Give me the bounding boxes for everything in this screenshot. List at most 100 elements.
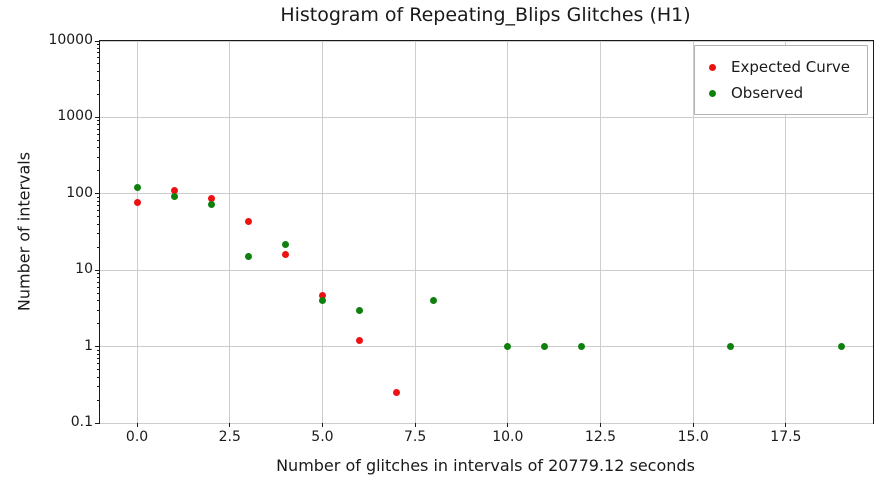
y-minor-tick-mark <box>97 120 99 122</box>
y-minor-tick-mark <box>97 349 99 351</box>
legend-item: Observed <box>701 80 861 106</box>
data-point-expected <box>356 337 364 345</box>
x-tick-label: 15.0 <box>677 429 709 445</box>
y-minor-tick-mark <box>97 369 99 371</box>
x-gridline <box>507 41 509 423</box>
y-minor-tick-mark <box>97 292 99 294</box>
legend: Expected Curve Observed <box>694 45 868 115</box>
x-gridline <box>692 41 694 423</box>
x-tick-label: 0.0 <box>125 429 149 445</box>
x-tick-mark <box>600 423 601 427</box>
y-minor-tick-mark <box>97 205 99 207</box>
y-minor-tick-mark <box>97 43 99 45</box>
x-tick-label: 12.5 <box>584 429 617 445</box>
y-minor-tick-mark <box>97 57 99 59</box>
data-point-observed <box>504 343 512 351</box>
legend-marker-icon <box>709 63 716 71</box>
data-point-observed <box>133 183 141 191</box>
y-minor-tick-mark <box>97 124 99 126</box>
y-minor-tick-mark <box>97 156 99 158</box>
y-minor-tick-mark <box>97 286 99 288</box>
data-point-observed <box>837 343 845 351</box>
y-minor-tick-mark <box>97 277 99 279</box>
y-minor-tick-mark <box>97 196 99 198</box>
x-tick-label: 10.0 <box>492 429 524 445</box>
y-minor-tick-mark <box>97 139 99 141</box>
y-minor-tick-mark <box>97 246 99 248</box>
x-gridline <box>414 41 416 423</box>
y-tick-mark <box>95 269 99 271</box>
data-point-observed <box>318 297 326 305</box>
data-point-expected <box>170 186 178 194</box>
x-gridline <box>785 41 787 423</box>
legend-item: Expected Curve <box>701 54 861 80</box>
y-minor-tick-mark <box>97 133 99 135</box>
y-gridline <box>100 346 873 348</box>
y-minor-tick-mark <box>97 300 99 302</box>
y-gridline <box>100 422 873 424</box>
y-tick-label: 100 <box>66 184 93 201</box>
data-point-observed <box>726 343 734 351</box>
data-point-observed <box>281 240 289 248</box>
y-minor-tick-mark <box>97 170 99 172</box>
data-point-observed <box>356 306 364 314</box>
legend-label: Observed <box>731 84 804 102</box>
y-minor-tick-mark <box>97 128 99 130</box>
y-minor-tick-mark <box>97 210 99 212</box>
x-gridline <box>321 41 323 423</box>
y-minor-tick-mark <box>97 223 99 225</box>
x-axis-label: Number of glitches in intervals of 20779… <box>276 456 695 475</box>
data-point-observed <box>578 343 586 351</box>
y-tick-mark <box>95 193 99 195</box>
y-minor-tick-mark <box>97 216 99 218</box>
y-minor-tick-mark <box>97 147 99 149</box>
y-tick-mark <box>95 40 99 42</box>
data-point-observed <box>207 201 215 209</box>
x-tick-mark <box>414 423 416 427</box>
y-tick-label: 10 <box>75 261 93 278</box>
y-minor-tick-mark <box>97 376 99 378</box>
x-gridline <box>600 41 601 423</box>
x-tick-label: 2.5 <box>218 429 241 445</box>
y-tick-label: 10000 <box>48 32 93 48</box>
plot-area: Expected Curve Observed 10000 1000 100 10 1 0.… <box>48 32 874 445</box>
x-tick-mark <box>692 423 694 427</box>
y-minor-tick-mark <box>97 80 99 82</box>
x-tick-mark <box>136 423 138 427</box>
y-minor-tick-mark <box>97 281 99 283</box>
y-minor-tick-mark <box>97 353 99 355</box>
x-tick-mark <box>229 423 231 427</box>
data-point-expected <box>207 195 215 203</box>
y-tick-mark <box>95 422 99 424</box>
data-point-expected <box>318 291 326 299</box>
y-minor-tick-mark <box>97 273 99 275</box>
data-point-observed <box>430 297 438 305</box>
x-tick-label: 5.0 <box>311 429 334 445</box>
y-tick-mark <box>95 346 99 348</box>
y-minor-tick-mark <box>97 399 99 401</box>
x-tick-mark <box>321 423 323 427</box>
x-tick-mark <box>507 423 509 427</box>
legend-label: Expected Curve <box>731 58 851 76</box>
legend-marker-icon <box>709 89 716 97</box>
data-point-observed <box>244 253 252 261</box>
x-gridline <box>229 41 231 423</box>
y-tick-mark <box>95 116 99 118</box>
y-minor-tick-mark <box>97 309 99 311</box>
y-minor-tick-mark <box>97 200 99 202</box>
y-tick-label: 1 <box>84 337 93 354</box>
y-minor-tick-mark <box>97 233 99 235</box>
chart-title: Histogram of Repeating_Blips Glitches (H… <box>280 4 691 26</box>
y-gridline <box>100 269 873 271</box>
y-minor-tick-mark <box>97 363 99 365</box>
data-point-observed <box>541 343 549 351</box>
y-minor-tick-mark <box>97 52 99 54</box>
y-tick-label: 0.1 <box>70 414 93 430</box>
x-tick-label: 17.5 <box>770 429 802 445</box>
y-minor-tick-mark <box>97 47 99 49</box>
y-minor-tick-mark <box>97 323 99 325</box>
y-minor-tick-mark <box>97 357 99 359</box>
x-tick-mark <box>785 423 787 427</box>
data-point-expected <box>133 198 141 206</box>
